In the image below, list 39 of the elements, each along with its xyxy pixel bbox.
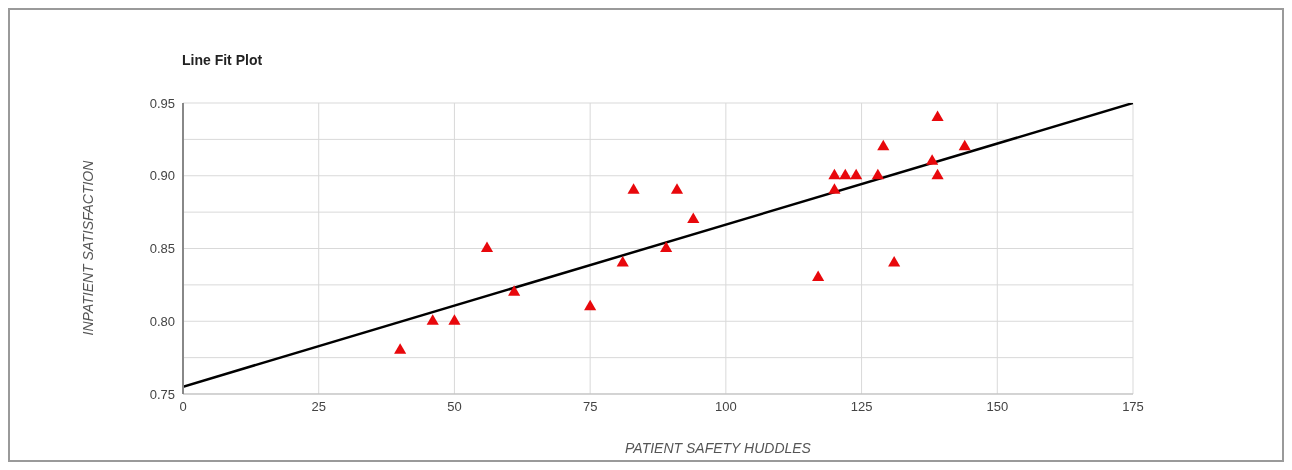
y-tick-label: 0.80 <box>149 313 175 329</box>
y-tick-label: 0.90 <box>149 168 175 184</box>
point <box>670 183 684 194</box>
x-tick-label: 0 <box>179 399 187 415</box>
point <box>687 212 700 223</box>
point <box>839 168 852 180</box>
point <box>627 183 640 194</box>
x-tick-label: 75 <box>582 399 598 415</box>
y-axis-title: INPATIENT SATISFACTION <box>80 160 96 336</box>
point <box>828 168 841 180</box>
chart-title: Line Fit Plot <box>182 52 263 68</box>
point <box>660 241 673 253</box>
point <box>448 314 461 325</box>
x-tick-label: 25 <box>311 399 326 415</box>
point <box>931 168 944 180</box>
point <box>931 110 944 122</box>
point <box>926 154 939 165</box>
point <box>426 314 439 325</box>
x-tick-label: 150 <box>986 399 1009 415</box>
x-tick-label: 50 <box>447 399 462 415</box>
point <box>584 299 597 311</box>
point <box>508 285 521 296</box>
y-tick-label: 0.95 <box>149 95 175 111</box>
point <box>480 241 494 253</box>
point <box>850 168 863 180</box>
point <box>394 343 407 354</box>
x-axis-title: PATIENT SAFETY HUDDLES <box>624 440 812 456</box>
point <box>616 256 629 267</box>
y-tick-label: 0.85 <box>149 241 175 257</box>
point <box>828 183 841 194</box>
point <box>812 270 825 282</box>
point <box>877 139 890 151</box>
x-tick-label: 175 <box>1122 399 1144 415</box>
point <box>871 168 884 180</box>
y-tick-label: 0.75 <box>149 386 175 402</box>
x-tick-label: 100 <box>715 399 737 415</box>
x-tick-label: 125 <box>850 399 873 415</box>
point <box>958 139 971 151</box>
point <box>888 256 901 267</box>
